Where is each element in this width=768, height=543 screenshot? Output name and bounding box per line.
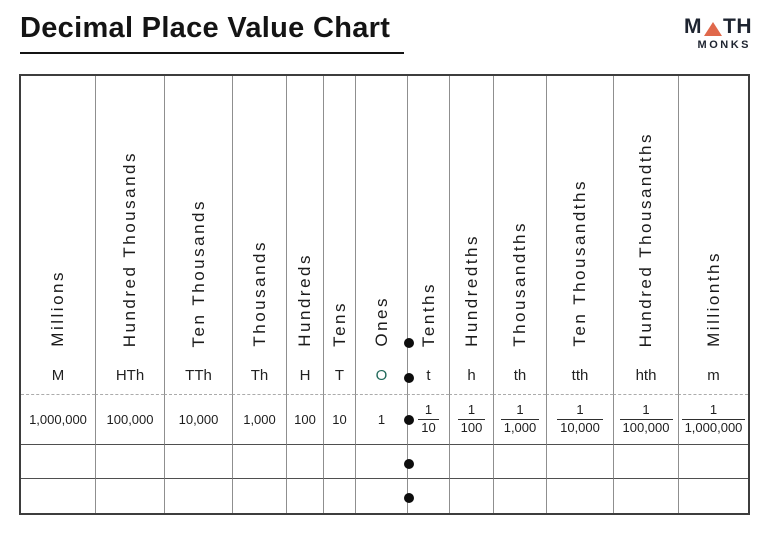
empty-cell	[449, 444, 493, 478]
column-header-ones: Ones	[355, 76, 407, 356]
page-title: Decimal Place Value Chart	[20, 12, 405, 54]
value-millions: 1,000,000	[21, 394, 95, 444]
value-ten-thousands: 10,000	[164, 394, 232, 444]
decimal-point-icon	[404, 373, 414, 383]
column-header-tenths: Tenths	[407, 76, 449, 356]
place-value-table: Millions Hundred Thousands Ten Thousands…	[19, 74, 750, 515]
decimal-point-icon	[404, 493, 414, 503]
value-hundreds: 100	[286, 394, 323, 444]
column-header-hundredths: Hundredths	[449, 76, 493, 356]
abbr-thousandths: th	[493, 356, 546, 394]
column-header-ten-thousandths: Ten Thousandths	[546, 76, 613, 356]
logo-bottom-line: MONKS	[697, 39, 751, 51]
decimal-point-icon	[404, 338, 414, 348]
abbr-ones: O	[355, 356, 407, 394]
abbr-hundred-thousandths: hth	[613, 356, 678, 394]
abbr-hundred-thousands: HTh	[95, 356, 164, 394]
empty-cell	[546, 478, 613, 513]
value-ones: 1	[355, 394, 407, 444]
value-thousands: 1,000	[232, 394, 286, 444]
empty-cell	[286, 478, 323, 513]
abbr-hundredths: h	[449, 356, 493, 394]
empty-cell	[678, 444, 748, 478]
value-hundred-thousandths: 1 100,000	[613, 394, 678, 444]
empty-cell	[95, 444, 164, 478]
logo-top-line: M TH	[684, 16, 752, 37]
empty-cell	[449, 478, 493, 513]
empty-cell	[613, 478, 678, 513]
column-header-millions: Millions	[48, 270, 67, 347]
math-monks-logo: M TH MONKS	[684, 16, 752, 51]
abbr-millions: M	[51, 366, 65, 384]
abbr-ten-thousands: TTh	[164, 356, 232, 394]
empty-cell	[164, 478, 232, 513]
value-hundred-thousands: 100,000	[95, 394, 164, 444]
empty-cell	[493, 478, 546, 513]
column-header-ten-thousands: Ten Thousands	[164, 76, 232, 356]
value-hundredths: 1 100	[449, 394, 493, 444]
empty-cell	[323, 444, 355, 478]
logo-letter-m: M	[684, 15, 702, 38]
column-header-thousandths: Thousandths	[493, 76, 546, 356]
value-millionths: 1 1,000,000	[678, 394, 748, 444]
empty-cell	[493, 444, 546, 478]
logo-letters-th: TH	[723, 15, 752, 38]
column-header-hundred-thousandths: Hundred Thousandths	[613, 76, 678, 356]
empty-cell	[286, 444, 323, 478]
value-thousandths: 1 1,000	[493, 394, 546, 444]
triangle-icon	[704, 22, 722, 36]
empty-cell	[355, 444, 407, 478]
column-header-tens: Tens	[323, 76, 355, 356]
column-header-hundreds: Hundreds	[286, 76, 323, 356]
column-header-millionths: Millionths	[678, 76, 748, 356]
abbr-hundreds: H	[286, 356, 323, 394]
empty-cell	[355, 478, 407, 513]
empty-cell	[613, 444, 678, 478]
abbr-millionths: m	[678, 356, 748, 394]
decimal-point-icon	[404, 415, 414, 425]
empty-cell	[232, 478, 286, 513]
empty-cell	[95, 478, 164, 513]
empty-cell	[164, 444, 232, 478]
decimal-point-icon	[404, 459, 414, 469]
value-tens: 10	[323, 394, 355, 444]
empty-cell	[323, 478, 355, 513]
empty-cell	[21, 444, 95, 478]
abbr-ten-thousandths: tth	[546, 356, 613, 394]
abbr-thousands: Th	[232, 356, 286, 394]
empty-cell	[232, 444, 286, 478]
column-header-thousands: Thousands	[232, 76, 286, 356]
value-ten-thousandths: 1 10,000	[546, 394, 613, 444]
empty-cell	[546, 444, 613, 478]
column-header-hundred-thousands: Hundred Thousands	[95, 76, 164, 356]
empty-cell	[21, 478, 95, 513]
empty-cell	[678, 478, 748, 513]
abbr-tens: T	[323, 356, 355, 394]
